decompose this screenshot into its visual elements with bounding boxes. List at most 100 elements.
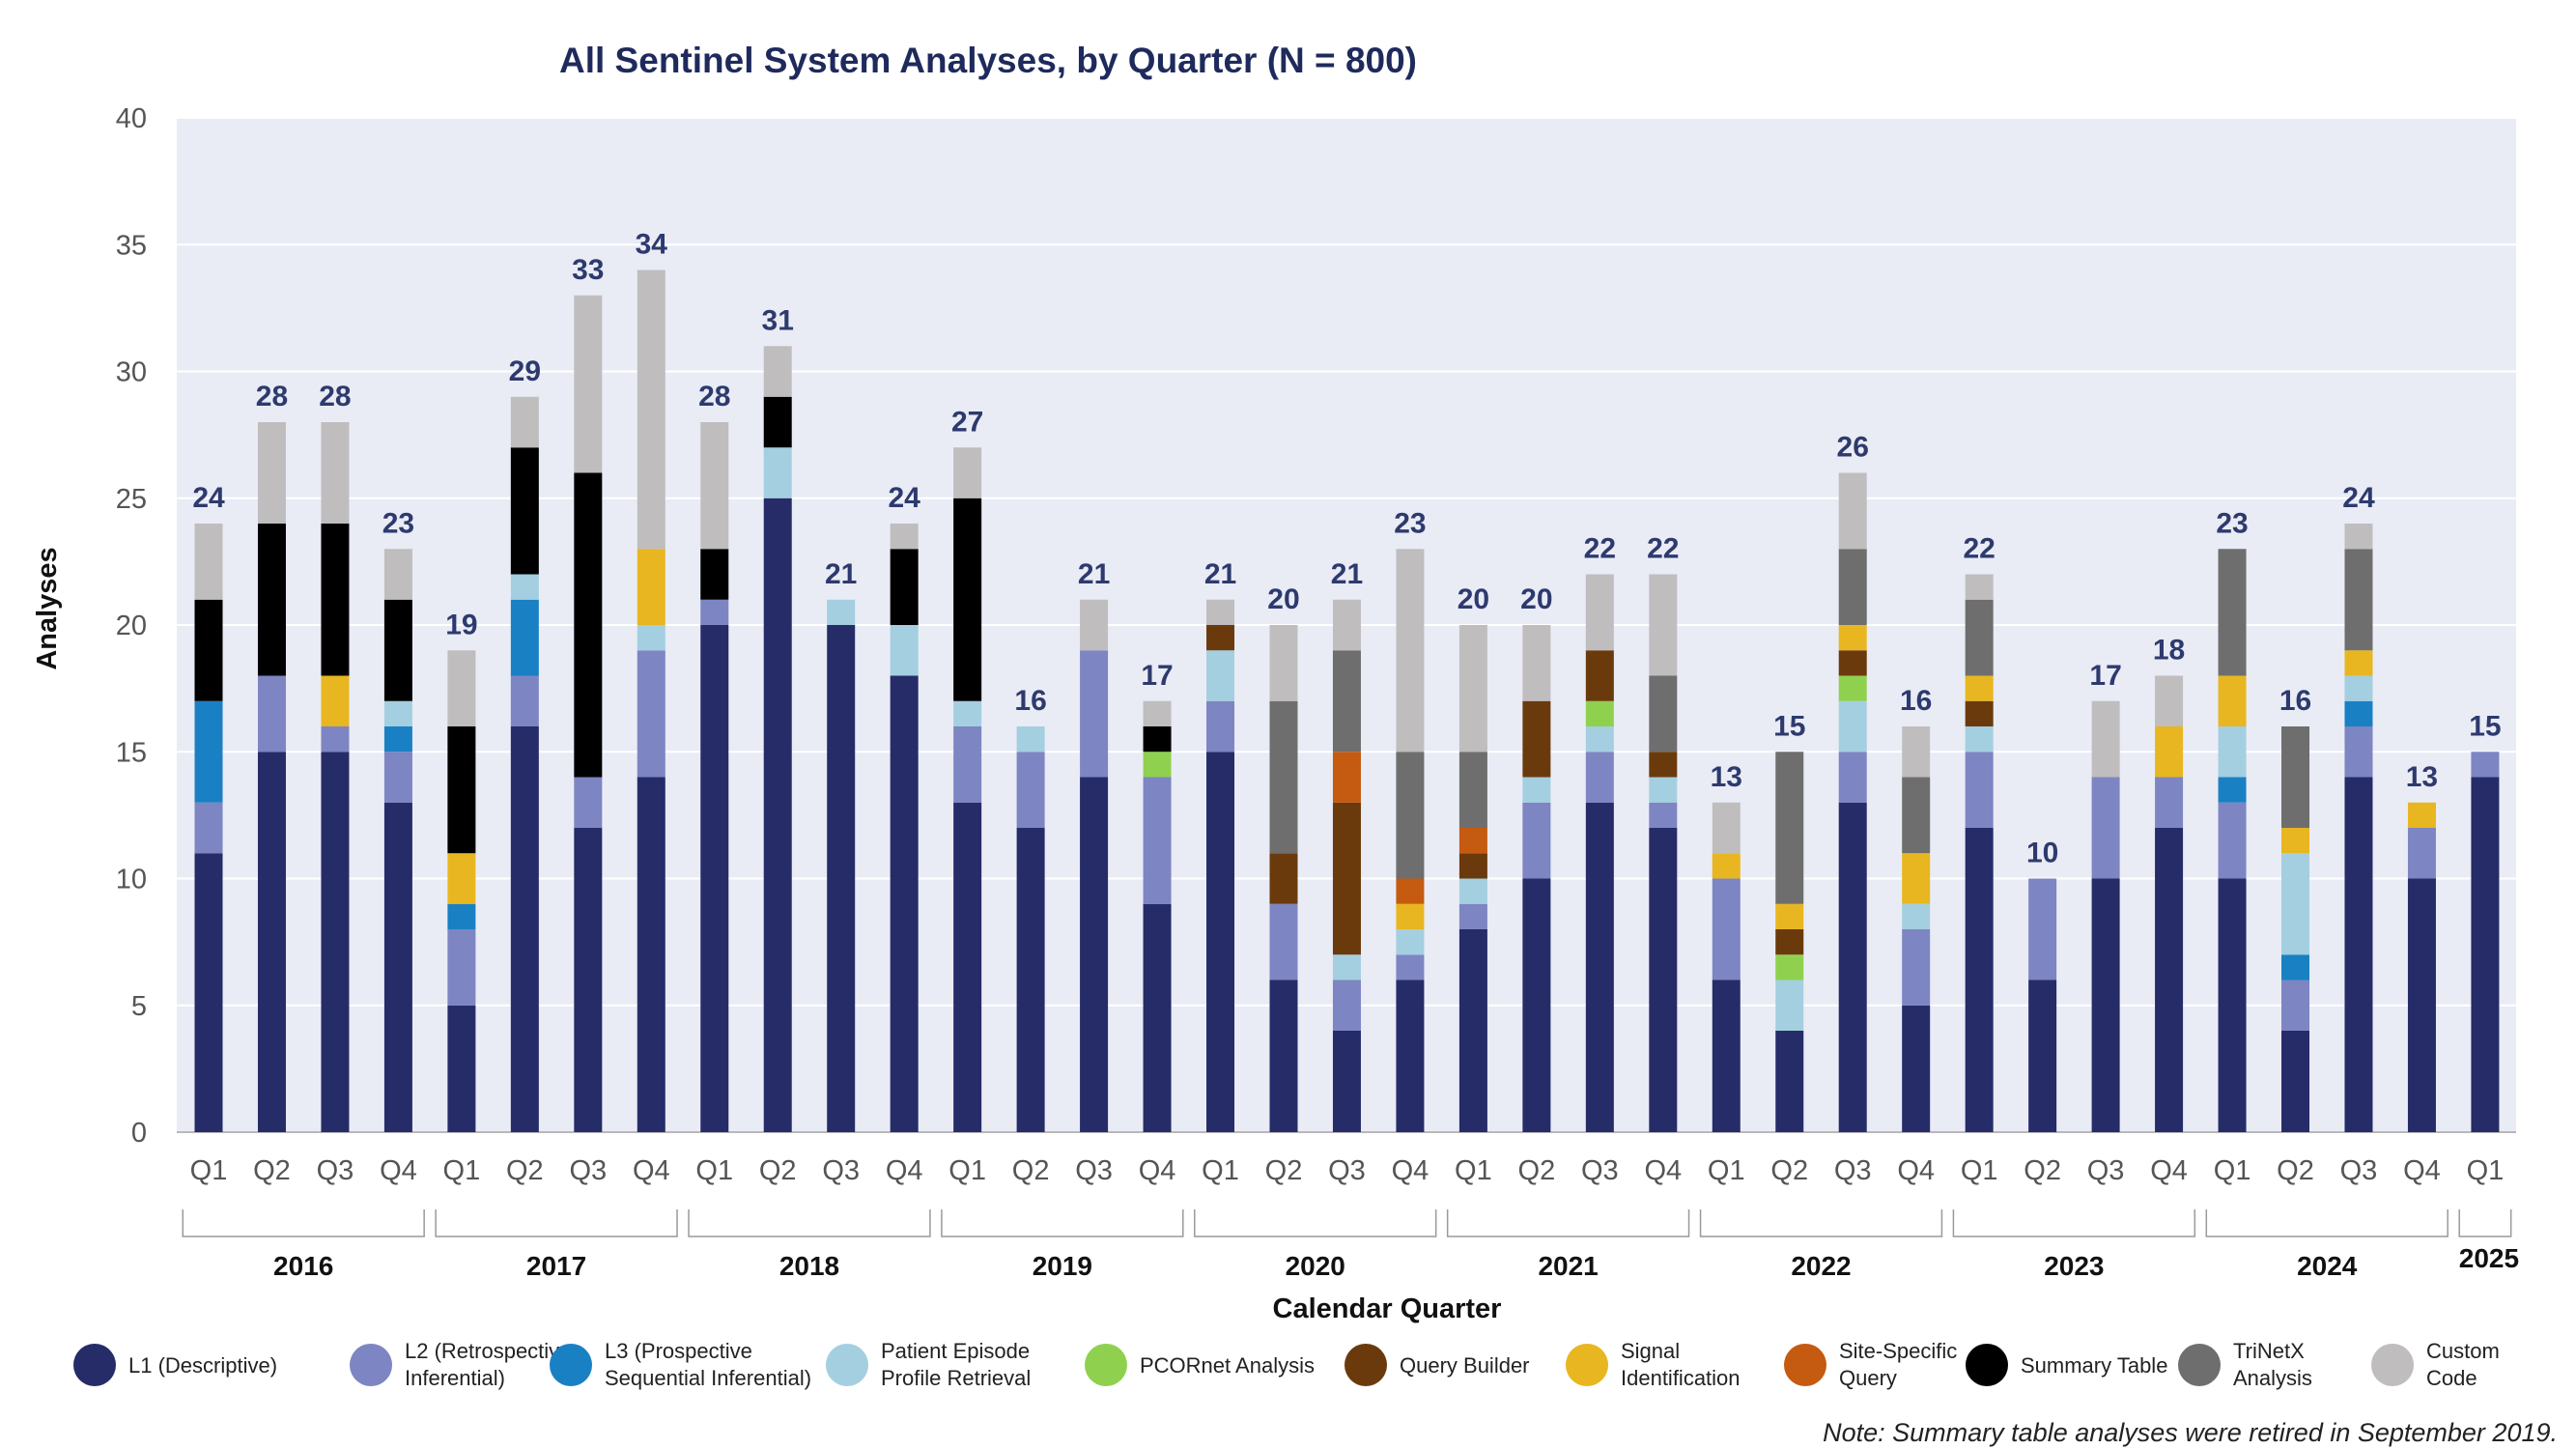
bar-segment [1080,777,1109,1132]
bar-total-label: 10 [2026,838,2058,869]
bar-segment [700,625,729,1132]
bar-segment [321,422,350,524]
bar-segment [1269,980,1298,1132]
bar-total-label: 22 [1963,533,1995,565]
bar-segment [1396,878,1425,904]
bar-segment [2091,878,2120,1132]
bar-total-label: 16 [2279,685,2311,717]
bar-segment [2344,675,2373,701]
quarter-label: Q1 [1708,1155,1745,1186]
bar-segment [827,625,856,1132]
bar-segment [2218,726,2247,778]
bar-segment [953,497,982,701]
quarter-label: Q2 [1770,1155,1808,1186]
bar-segment [1143,752,1172,778]
bar-segment [2281,828,2310,854]
bar-segment [1206,625,1235,651]
bar-segment [2471,752,2500,778]
bar-segment [1838,675,1867,701]
year-bracket [1446,1209,1690,1237]
bar-segment [890,524,919,550]
bar-segment [1332,1031,1361,1132]
bar-total-label: 24 [2342,482,2375,514]
bar-total-label: 17 [1141,660,1173,692]
bar-total-label: 21 [1078,558,1110,590]
bar-segment [2155,828,2184,1132]
legend-swatch [826,1344,868,1386]
quarter-label: Q1 [948,1155,986,1186]
bar-segment [1269,700,1298,854]
bar-segment [1585,752,1614,803]
bar-segment [1332,650,1361,753]
bar-total-label: 21 [1331,558,1363,590]
bar-segment [257,422,286,524]
legend-label: Signal [1621,1339,1680,1363]
bar-total-label: 27 [951,406,983,438]
quarter-label: Q2 [759,1155,797,1186]
bar-segment [383,752,412,803]
bar-segment [1965,574,1994,600]
bar-total-label: 22 [1647,533,1679,565]
bar-segment [1458,752,1487,828]
bar-segment [637,777,665,1132]
bar-total-label: 23 [382,507,414,539]
bar-segment [1775,903,1804,929]
bar-segment [1458,878,1487,904]
quarter-label: Q2 [2024,1155,2061,1186]
bar-segment [1396,929,1425,955]
bar-segment [447,650,476,726]
bar-segment [1649,752,1678,778]
bar-segment [2091,700,2120,778]
bar-segment [1649,802,1678,828]
bar-segment [953,726,982,803]
bar-segment [1396,954,1425,980]
bar-segment [953,447,982,498]
bar-segment [1522,802,1551,879]
quarter-label: Q1 [695,1155,733,1186]
year-label: 2018 [779,1251,839,1281]
quarter-label: Q4 [1897,1155,1935,1186]
bar-segment [194,853,223,1132]
quarter-label: Q3 [1328,1155,1366,1186]
bar-segment [321,726,350,753]
bar-segment [1902,1005,1931,1132]
legend-label: Inferential) [405,1366,505,1390]
bar-segment [2155,726,2184,778]
legend-swatch [1566,1344,1608,1386]
quarter-label: Q2 [253,1155,291,1186]
y-axis-label: Analyses [32,547,63,669]
bar-segment [510,599,539,676]
legend-item: Query Builder [1345,1344,1530,1386]
bar-segment [2218,878,2247,1132]
bar-segment [510,396,539,448]
bar-total-label: 13 [2406,761,2438,793]
bar-segment [383,802,412,1132]
year-bracket [182,1209,425,1237]
quarter-label: Q4 [380,1155,417,1186]
bar-segment [2218,549,2247,676]
bar-segment [953,700,982,726]
bar-segment [1775,1031,1804,1132]
y-tick-label: 10 [116,865,147,895]
bar-segment [383,599,412,701]
bar-segment [2281,853,2310,955]
bar-segment [257,524,286,676]
legend-label: Sequential Inferential) [605,1366,811,1390]
bar-total-label: 33 [572,254,604,286]
y-tick-label: 40 [116,103,147,134]
legend-item: Summary Table [1966,1344,2167,1386]
bar-total-label: 21 [1204,558,1236,590]
bar-segment [700,422,729,550]
bar-segment [194,700,223,803]
bar-segment [1016,726,1045,753]
quarter-label: Q4 [2150,1155,2188,1186]
quarter-label: Q3 [822,1155,860,1186]
legend-label: Code [2426,1366,2477,1390]
bar-segment [321,752,350,1132]
bar-segment [1838,700,1867,753]
bar-segment [447,726,476,854]
quarter-label: Q1 [2214,1155,2251,1186]
bar-segment [637,270,665,550]
bar-segment [510,726,539,1132]
bar-segment [2471,777,2500,1132]
